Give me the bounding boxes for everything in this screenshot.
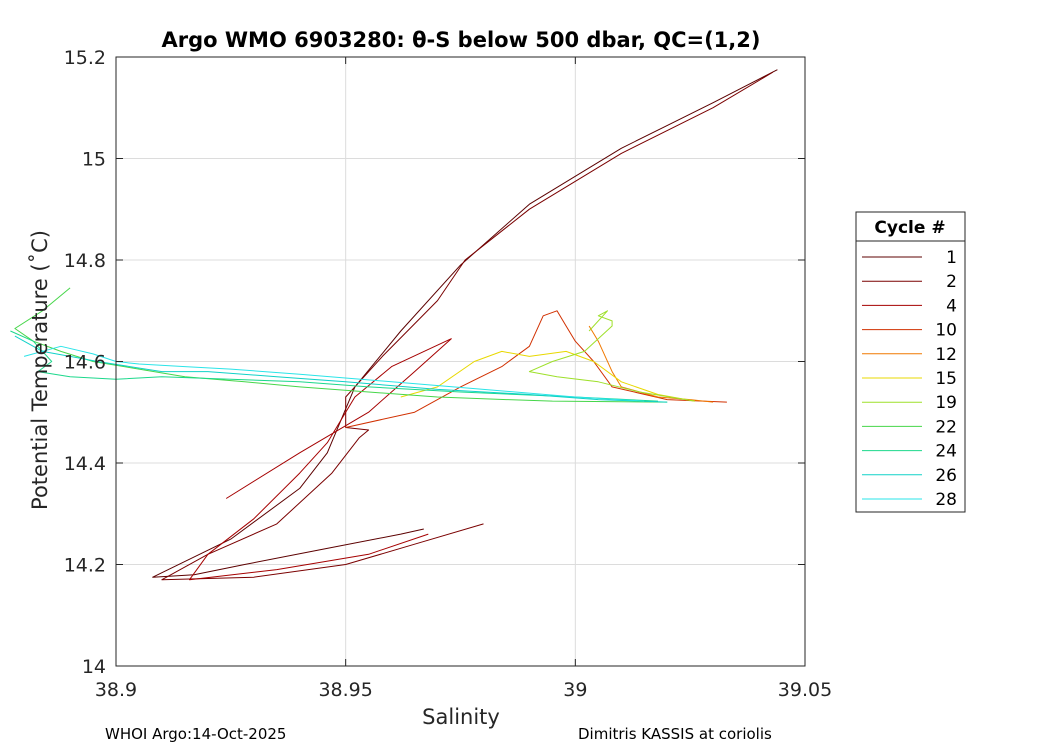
legend-label-cycle-1: 1 — [946, 248, 957, 268]
legend-label-cycle-26: 26 — [935, 466, 957, 486]
legend-label-cycle-19: 19 — [935, 393, 957, 413]
series-line-cycle-28 — [23, 345, 645, 402]
x-tick-label: 38.95 — [318, 679, 372, 701]
x-tick-label: 39 — [563, 679, 587, 701]
series-line-cycle-10 — [345, 310, 727, 428]
x-tick-label: 39.05 — [778, 679, 832, 701]
series-line-cycle-26 — [14, 335, 668, 403]
y-tick-label: 14.4 — [64, 453, 106, 475]
footer-left: WHOI Argo:14-Oct-2025 — [105, 725, 287, 743]
series-line-cycle-15 — [400, 350, 695, 402]
series-line-cycle-1 — [152, 69, 778, 578]
legend-label-cycle-12: 12 — [935, 345, 957, 365]
legend-label-cycle-15: 15 — [935, 369, 957, 389]
title-text: Argo WMO 6903280: θ-S below 500 dbar, QC… — [162, 28, 761, 52]
legend-label-cycle-4: 4 — [946, 296, 957, 316]
y-tick-label: 15 — [82, 149, 106, 171]
legend-label-cycle-2: 2 — [946, 272, 957, 292]
x-axis-label: Salinity — [422, 705, 500, 729]
series-line-cycle-2 — [161, 71, 774, 581]
y-tick-label: 14.2 — [64, 555, 106, 577]
legend-label-cycle-22: 22 — [935, 417, 957, 437]
series-group — [10, 69, 778, 581]
footer-right: Dimitris KASSIS at coriolis — [578, 725, 772, 743]
y-axis-label: Potential Temperature (˚C) — [28, 230, 52, 510]
y-tick-label: 14.8 — [64, 250, 106, 272]
series-line-cycle-4 — [189, 338, 452, 581]
chart-title: Argo WMO 6903280: θ-S below 500 dbar, QC… — [162, 28, 761, 52]
series-line-cycle-12 — [588, 325, 714, 403]
x-tick-label: 38.9 — [95, 679, 137, 701]
legend-label-cycle-24: 24 — [935, 442, 957, 462]
series-line-cycle-24 — [10, 330, 659, 402]
x-ticks: 38.9 38.95 39 39.05 — [95, 57, 832, 701]
series-line-cycle-19 — [528, 310, 695, 402]
y-tick-label: 14.6 — [64, 352, 106, 374]
series-line-cycle-22 — [14, 287, 668, 403]
legend-label-cycle-28: 28 — [935, 490, 957, 510]
legend-box — [855, 211, 966, 513]
y-tick-label: 14 — [82, 656, 106, 678]
legend-title: Cycle # — [874, 218, 945, 238]
y-tick-label: 15.2 — [64, 47, 106, 69]
legend-label-cycle-10: 10 — [935, 321, 957, 341]
y-ticks: 14 14.2 14.4 14.6 14.8 15 15.2 — [64, 47, 805, 678]
